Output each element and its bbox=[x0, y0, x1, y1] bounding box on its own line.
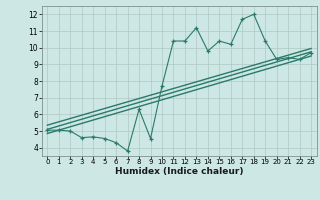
X-axis label: Humidex (Indice chaleur): Humidex (Indice chaleur) bbox=[115, 167, 244, 176]
